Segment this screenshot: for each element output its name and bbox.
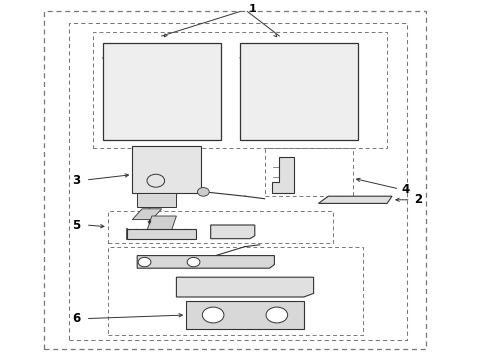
- Text: 2: 2: [414, 193, 422, 206]
- Text: 3: 3: [72, 174, 80, 186]
- Polygon shape: [272, 157, 294, 193]
- Circle shape: [202, 307, 224, 323]
- Text: 1: 1: [248, 4, 256, 14]
- Polygon shape: [318, 196, 392, 203]
- Text: 5: 5: [72, 219, 80, 231]
- Polygon shape: [176, 277, 314, 297]
- Polygon shape: [137, 193, 176, 207]
- Circle shape: [197, 188, 209, 196]
- Polygon shape: [132, 146, 201, 193]
- Polygon shape: [127, 229, 196, 239]
- Polygon shape: [137, 256, 274, 268]
- Polygon shape: [132, 209, 162, 220]
- Polygon shape: [186, 301, 304, 329]
- Polygon shape: [103, 43, 220, 140]
- Text: 4: 4: [402, 183, 410, 195]
- Circle shape: [187, 257, 200, 267]
- Circle shape: [138, 257, 151, 267]
- Text: 6: 6: [72, 312, 80, 325]
- Polygon shape: [211, 225, 255, 239]
- Polygon shape: [240, 43, 358, 140]
- Polygon shape: [147, 216, 176, 230]
- Circle shape: [266, 307, 288, 323]
